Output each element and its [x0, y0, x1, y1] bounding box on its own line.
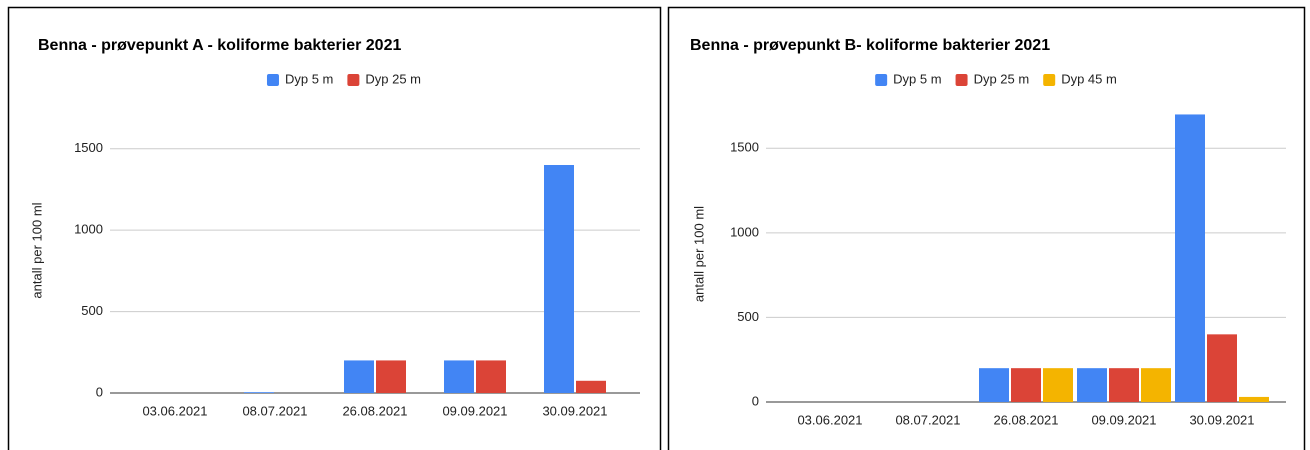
chart-title: Benna - prøvepunkt B- koliforme bakterie… [690, 37, 1050, 54]
legend-label: Dyp 5 m [285, 71, 333, 86]
bar [1109, 368, 1139, 402]
chart-title: Benna - prøvepunkt A - koliforme bakteri… [38, 37, 401, 54]
y-axis-label: antall per 100 ml [29, 202, 44, 298]
bar [979, 368, 1009, 402]
x-tick-label: 09.09.2021 [442, 403, 507, 418]
bar [1207, 334, 1237, 402]
x-tick-label: 30.09.2021 [542, 403, 607, 418]
legend-key [1043, 74, 1056, 86]
x-tick-label: 30.09.2021 [1189, 412, 1254, 427]
bar [1175, 114, 1205, 402]
y-tick-label: 0 [96, 384, 103, 399]
legend-label: Dyp 45 m [1061, 71, 1117, 86]
y-tick-label: 500 [737, 309, 759, 324]
y-tick-label: 1500 [730, 140, 759, 155]
legend-key [955, 74, 968, 86]
x-tick-label: 08.07.2021 [242, 403, 307, 418]
bar [1011, 368, 1041, 402]
bar [244, 392, 274, 393]
y-tick-label: 1000 [730, 224, 759, 239]
legend-label: Dyp 25 m [365, 71, 421, 86]
bar [1077, 368, 1107, 402]
y-tick-label: 0 [752, 393, 759, 408]
legend-key [266, 74, 279, 86]
bar [544, 165, 574, 393]
x-tick-label: 26.08.2021 [993, 412, 1058, 427]
bar [576, 380, 606, 393]
legend-key [347, 74, 360, 86]
bar [444, 360, 474, 393]
legend-key [875, 74, 888, 86]
bar [476, 360, 506, 393]
bar [1239, 396, 1269, 402]
x-tick-label: 09.09.2021 [1091, 412, 1156, 427]
y-tick-label: 500 [81, 303, 103, 318]
x-tick-label: 03.06.2021 [797, 412, 862, 427]
x-tick-label: 08.07.2021 [895, 412, 960, 427]
y-tick-label: 1000 [74, 222, 103, 237]
bar [1141, 368, 1171, 402]
bar [344, 360, 374, 393]
bar [376, 360, 406, 393]
legend-label: Dyp 5 m [893, 71, 941, 86]
x-tick-label: 03.06.2021 [142, 403, 207, 418]
legend-label: Dyp 25 m [974, 71, 1030, 86]
y-tick-label: 1500 [74, 140, 103, 155]
x-tick-label: 26.08.2021 [342, 403, 407, 418]
y-axis-label: antall per 100 ml [691, 206, 706, 302]
bar [1043, 368, 1073, 402]
